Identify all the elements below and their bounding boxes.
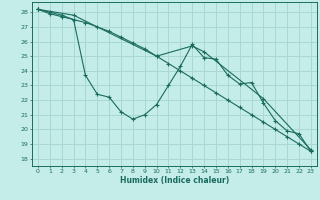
- X-axis label: Humidex (Indice chaleur): Humidex (Indice chaleur): [120, 176, 229, 185]
